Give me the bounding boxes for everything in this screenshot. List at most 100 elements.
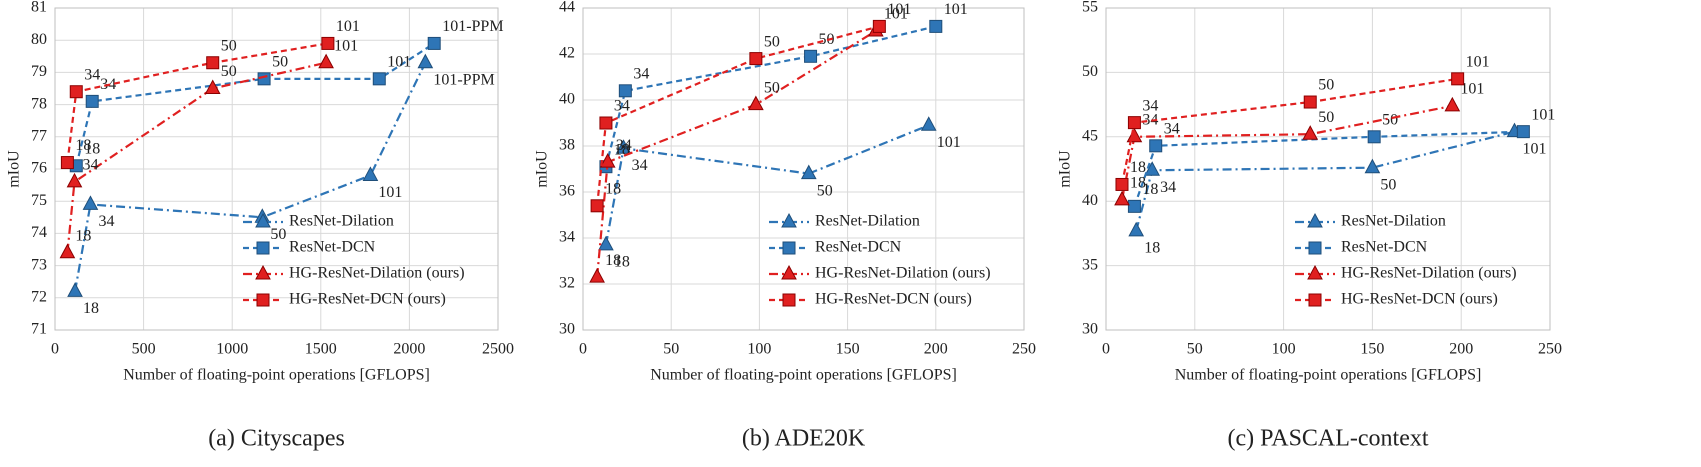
y-tick-label: 72 (31, 288, 47, 305)
point-label: 18 (1144, 239, 1160, 256)
marker (1516, 125, 1530, 139)
y-tick-label: 55 (1082, 0, 1098, 16)
point-label: 101 (884, 6, 908, 23)
legend-marker (782, 293, 796, 307)
marker (1128, 221, 1145, 237)
plot-frame (582, 7, 1025, 331)
point-label: 50 (764, 33, 780, 50)
point-label: 18 (614, 254, 630, 271)
legend-label: HG-ResNet-DCN (ours) (815, 291, 972, 308)
plot-frame (54, 7, 499, 331)
legend-marker (256, 293, 270, 307)
marker (67, 282, 83, 297)
marker (589, 268, 605, 283)
marker (1444, 96, 1461, 112)
point-label: 18 (84, 140, 100, 157)
y-tick-label: 38 (559, 137, 575, 154)
legend-marker (255, 264, 271, 280)
point-label: 50 (1382, 111, 1398, 128)
point-label: 101 (937, 134, 961, 151)
point-label: 50 (1380, 176, 1396, 193)
marker (1126, 127, 1143, 143)
x-tick-label: 100 (1272, 341, 1296, 358)
series-line (604, 124, 930, 246)
point-label: 34 (82, 157, 98, 174)
point-label: 50 (221, 37, 237, 54)
point-label: 18 (1142, 181, 1158, 198)
y-tick-label: 35 (1082, 256, 1098, 273)
marker (60, 156, 74, 170)
point-label: 101 (887, 1, 911, 18)
point-label: 34 (84, 66, 100, 83)
y-tick-label: 45 (1082, 127, 1098, 144)
point-label: 34 (1160, 179, 1176, 196)
legend-marker (782, 241, 796, 255)
point-label: 34 (1142, 97, 1158, 114)
marker (598, 235, 614, 251)
marker (748, 95, 764, 111)
marker (1364, 158, 1381, 174)
point-label: 34 (614, 98, 630, 115)
caption: (c) PASCAL-context (1227, 426, 1428, 452)
marker (599, 116, 613, 130)
y-tick-label: 32 (559, 275, 575, 292)
point-label: 101 (334, 37, 358, 54)
point-label: 101 (1460, 81, 1484, 98)
legend-marker (1308, 293, 1322, 307)
point-label: 50 (272, 54, 288, 71)
y-tick-label: 30 (559, 321, 575, 338)
marker (1127, 199, 1141, 213)
legend-marker (1307, 212, 1323, 228)
y-tick-label: 79 (31, 63, 47, 80)
point-label: 50 (221, 63, 237, 80)
legend-label: HG-ResNet-DCN (ours) (1341, 291, 1498, 308)
y-tick-label: 78 (31, 95, 47, 112)
marker (318, 53, 334, 69)
y-tick-label: 76 (31, 160, 47, 177)
x-tick-label: 150 (1360, 341, 1384, 358)
y-tick-label: 75 (31, 192, 47, 209)
marker (1144, 161, 1161, 176)
y-tick-label: 74 (31, 224, 47, 241)
marker (1127, 116, 1141, 130)
y-tick-label: 42 (559, 45, 575, 62)
point-label: 101 (336, 18, 360, 35)
x-tick-label: 50 (663, 341, 679, 358)
marker (1149, 139, 1163, 153)
point-label: 50 (764, 79, 780, 96)
legend-label: ResNet-DCN (289, 239, 376, 256)
y-axis-label: mIoU (1057, 150, 1074, 188)
x-tick-label: 250 (1538, 341, 1562, 358)
legend-label: ResNet-Dilation (289, 213, 394, 230)
marker (372, 72, 386, 86)
x-tick-label: 2000 (393, 341, 425, 358)
x-tick-label: 50 (1187, 341, 1203, 358)
point-label: 34 (616, 137, 632, 154)
y-tick-label: 73 (31, 256, 47, 273)
legend-label: ResNet-Dilation (1341, 213, 1446, 230)
legend-label: HG-ResNet-Dilation (ours) (1341, 265, 1517, 282)
marker (1115, 177, 1129, 191)
point-label: 18 (75, 227, 91, 244)
x-tick-label: 0 (1102, 341, 1110, 358)
point-label: 34 (632, 157, 648, 174)
legend-label: HG-ResNet-Dilation (ours) (815, 265, 991, 282)
x-tick-label: 200 (924, 341, 948, 358)
point-label: 101 (387, 54, 411, 71)
legend-label: ResNet-DCN (815, 239, 902, 256)
point-label: 50 (270, 226, 286, 243)
marker (66, 172, 83, 188)
marker (920, 116, 937, 131)
marker (615, 139, 632, 154)
marker (82, 195, 99, 210)
marker (204, 79, 221, 94)
point-label: 34 (1142, 111, 1158, 128)
marker (1367, 130, 1381, 144)
legend-marker (255, 212, 271, 228)
legend-label: HG-ResNet-DCN (ours) (289, 291, 446, 308)
y-tick-label: 40 (1082, 192, 1098, 209)
x-tick-label: 0 (51, 341, 59, 358)
marker (362, 166, 379, 181)
marker (929, 19, 943, 33)
